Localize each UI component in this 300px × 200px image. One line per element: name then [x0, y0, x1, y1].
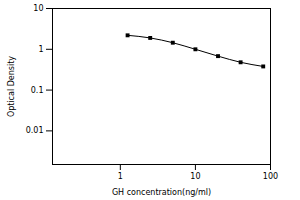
svg-text:1: 1: [118, 172, 123, 181]
svg-text:Optical Density: Optical Density: [7, 56, 16, 117]
svg-text:100: 100: [263, 172, 278, 181]
svg-text:GH concentration(ng/ml): GH concentration(ng/ml): [112, 188, 211, 197]
svg-text:0.01: 0.01: [26, 126, 44, 135]
svg-text:10: 10: [33, 4, 43, 13]
svg-text:10: 10: [190, 172, 200, 181]
svg-text:0.1: 0.1: [31, 86, 44, 95]
svg-text:1: 1: [38, 45, 43, 54]
